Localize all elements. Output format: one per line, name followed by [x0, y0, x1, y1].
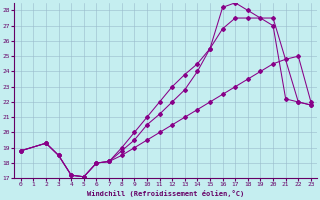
- X-axis label: Windchill (Refroidissement éolien,°C): Windchill (Refroidissement éolien,°C): [87, 190, 244, 197]
